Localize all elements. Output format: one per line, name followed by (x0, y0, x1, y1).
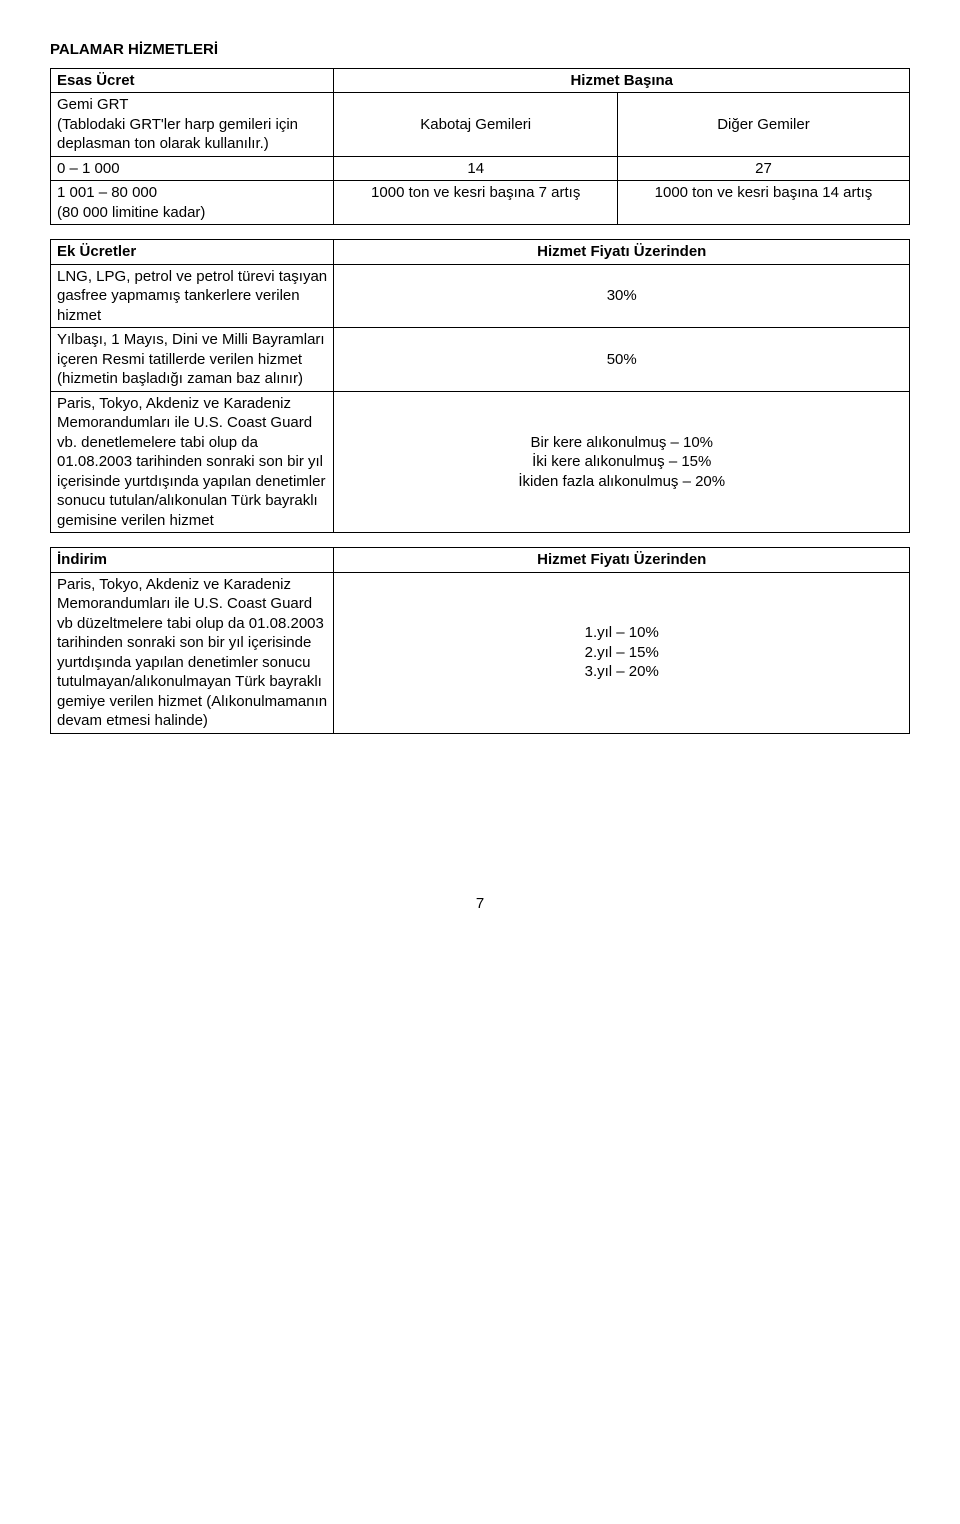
esas-header-right: Hizmet Başına (334, 68, 910, 93)
ek-r1-right: 30% (334, 264, 910, 328)
indirim-r1-line3: 3.yıl – 20% (340, 662, 903, 682)
ek-r3-line2: İki kere alıkonulmuş – 15% (340, 452, 903, 472)
ek-header-left: Ek Ücretler (51, 240, 334, 265)
ek-ucretler-table: Ek Ücretler Hizmet Fiyatı Üzerinden LNG,… (50, 239, 910, 533)
esas-r2-mid: 14 (334, 156, 617, 181)
esas-header-left: Esas Ücret (51, 68, 334, 93)
ek-r3-line3: İkiden fazla alıkonulmuş – 20% (340, 472, 903, 492)
esas-ucret-table: Esas Ücret Hizmet Başına Gemi GRT (Tablo… (50, 68, 910, 226)
ek-header-right: Hizmet Fiyatı Üzerinden (334, 240, 910, 265)
page-title: PALAMAR HİZMETLERİ (50, 40, 910, 60)
esas-r3-mid: 1000 ton ve kesri başına 7 artış (334, 181, 617, 225)
indirim-header-right: Hizmet Fiyatı Üzerinden (334, 548, 910, 573)
esas-r2-right: 27 (617, 156, 909, 181)
ek-r1-left: LNG, LPG, petrol ve petrol türevi taşıya… (51, 264, 334, 328)
esas-r1-right: Diğer Gemiler (617, 93, 909, 157)
ek-r3-line1: Bir kere alıkonulmuş – 10% (340, 433, 903, 453)
indirim-r1-right: 1.yıl – 10% 2.yıl – 15% 3.yıl – 20% (334, 572, 910, 733)
esas-r1-mid: Kabotaj Gemileri (334, 93, 617, 157)
esas-r3-left: 1 001 – 80 000 (80 000 limitine kadar) (51, 181, 334, 225)
indirim-table: İndirim Hizmet Fiyatı Üzerinden Paris, T… (50, 547, 910, 734)
esas-r1-left: Gemi GRT (Tablodaki GRT'ler harp gemiler… (51, 93, 334, 157)
indirim-r1-left: Paris, Tokyo, Akdeniz ve Karadeniz Memor… (51, 572, 334, 733)
ek-r2-left: Yılbaşı, 1 Mayıs, Dini ve Milli Bayramla… (51, 328, 334, 392)
page-number: 7 (50, 894, 910, 914)
esas-r2-left: 0 – 1 000 (51, 156, 334, 181)
esas-r3-right: 1000 ton ve kesri başına 14 artış (617, 181, 909, 225)
indirim-r1-line1: 1.yıl – 10% (340, 623, 903, 643)
ek-r3-left: Paris, Tokyo, Akdeniz ve Karadeniz Memor… (51, 391, 334, 533)
indirim-r1-line2: 2.yıl – 15% (340, 643, 903, 663)
indirim-header-left: İndirim (51, 548, 334, 573)
ek-r2-right: 50% (334, 328, 910, 392)
ek-r3-right: Bir kere alıkonulmuş – 10% İki kere alık… (334, 391, 910, 533)
